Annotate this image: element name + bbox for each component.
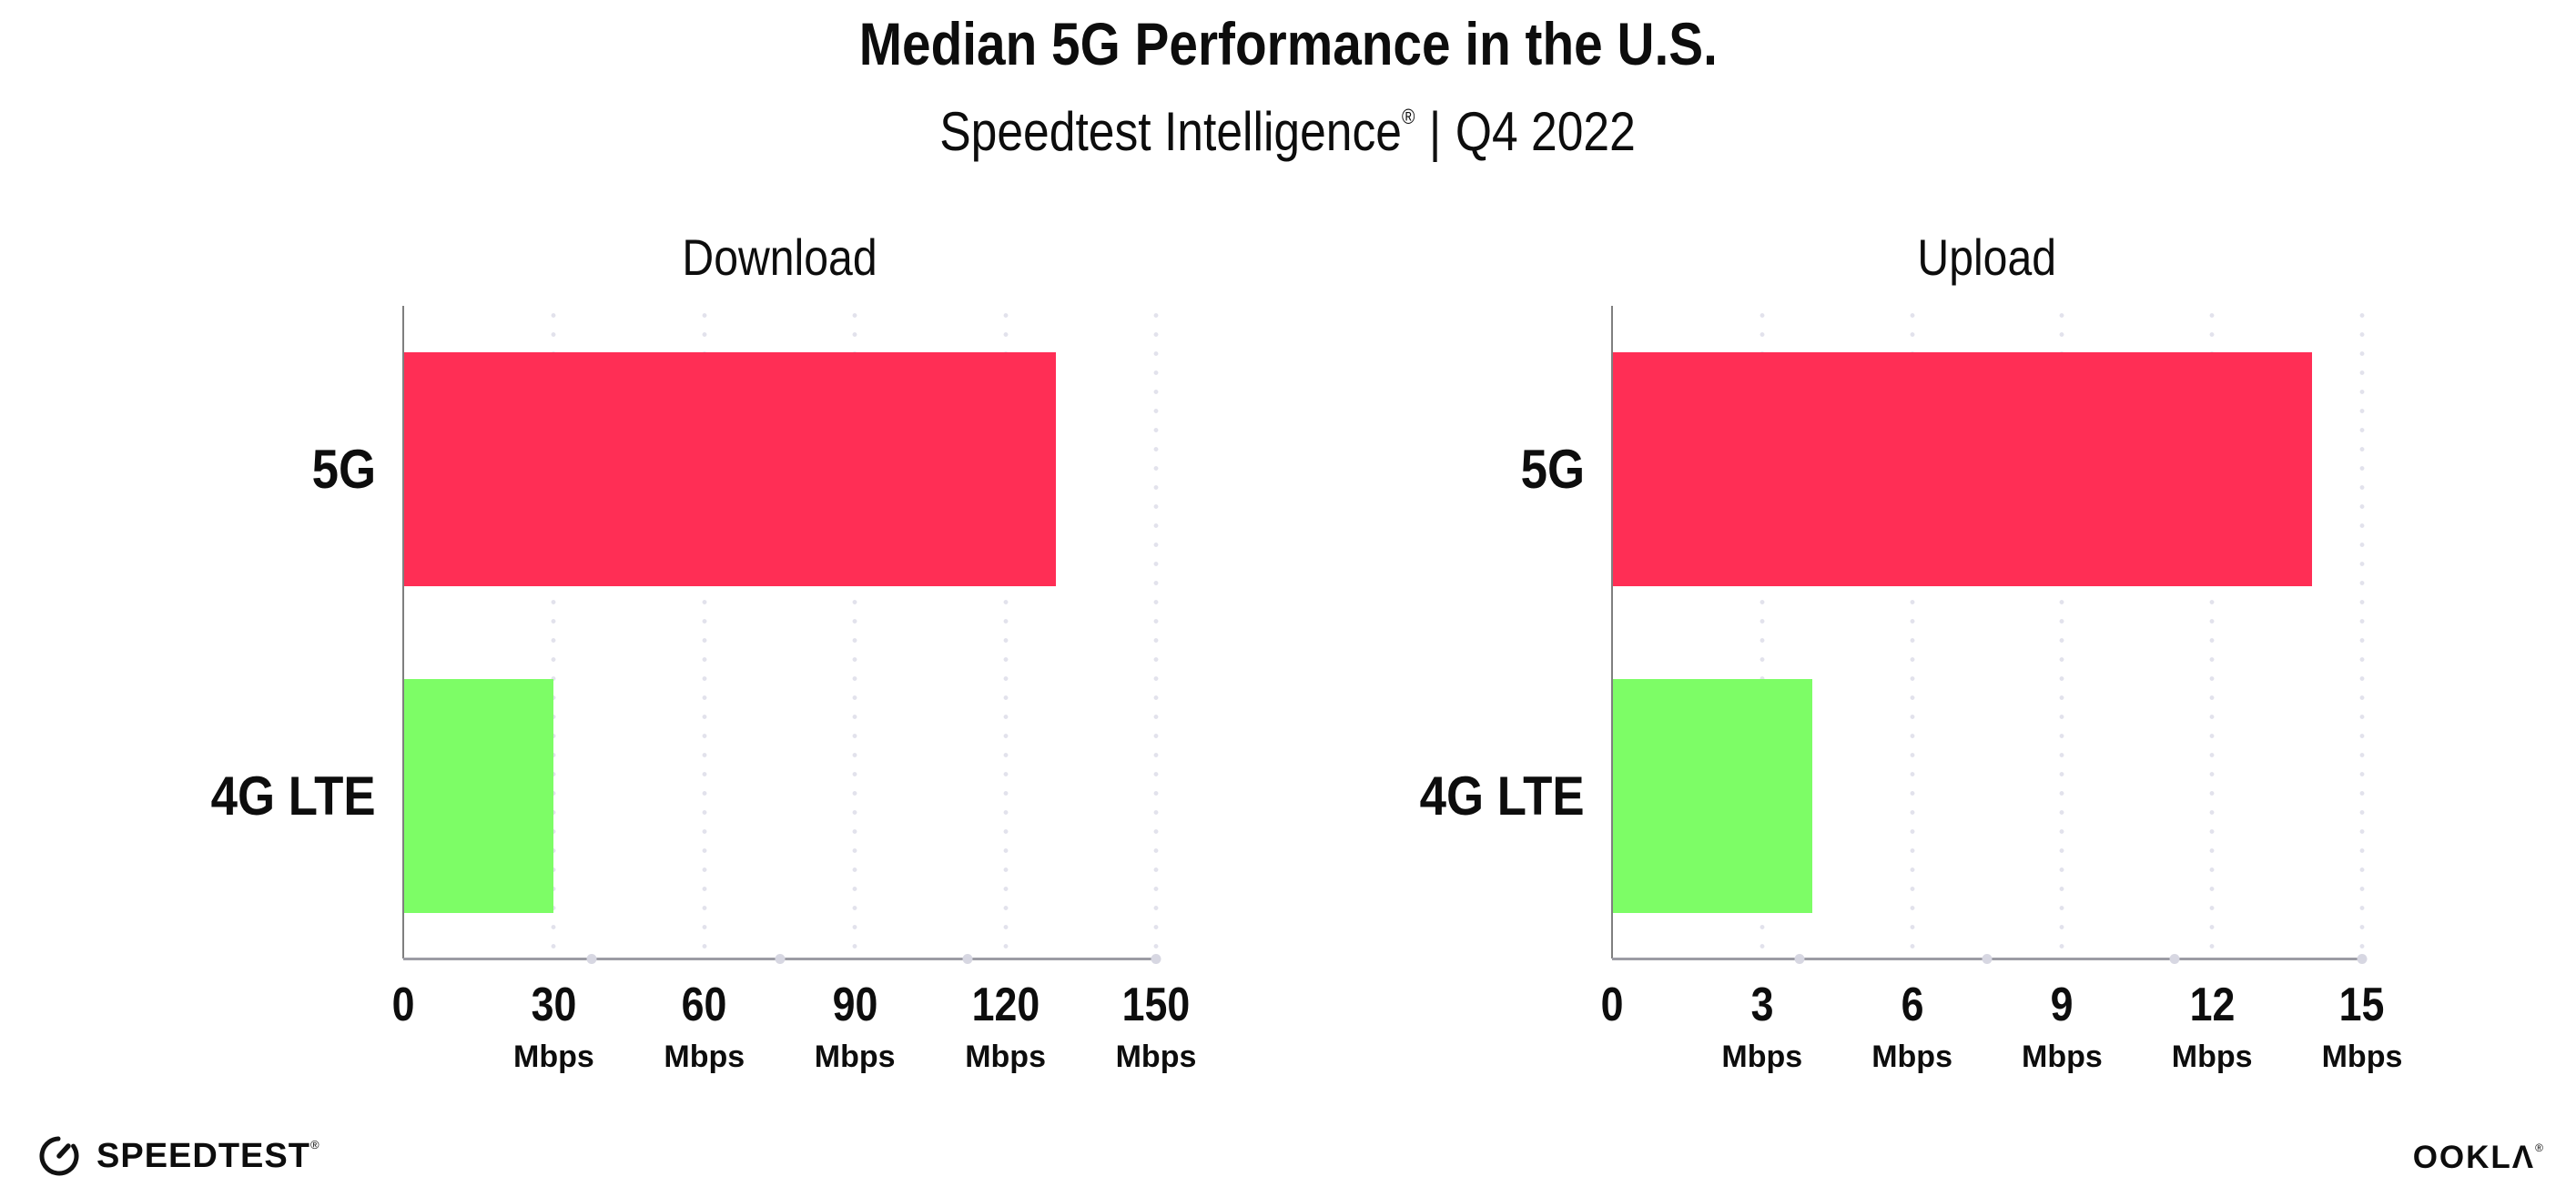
speedtest-logo: SPEEDTEST® — [36, 1133, 319, 1179]
axis-dot — [2357, 954, 2368, 964]
x-tick-value: 60 — [681, 979, 727, 1031]
speedtest-gauge-icon — [39, 1136, 79, 1176]
bar-4g-lte — [1612, 678, 1812, 914]
page-title-text: Median 5G Performance in the U.S. — [858, 10, 1718, 77]
axis-dot — [775, 954, 785, 964]
x-tick-value: 30 — [531, 979, 577, 1031]
x-tick-12: 12 Mbps — [2172, 981, 2253, 1072]
page-title: Median 5G Performance in the U.S. — [0, 11, 2576, 77]
download-chart-title: Download — [682, 228, 877, 286]
x-tick-value: 90 — [832, 979, 878, 1031]
gridline — [2059, 306, 2064, 959]
x-tick-value: 15 — [2339, 979, 2385, 1031]
x-tick-0: 0 — [1599, 981, 1626, 1072]
x-tick-unit: Mbps — [965, 1040, 1046, 1074]
speedtest-registered-mark: ® — [309, 1137, 319, 1151]
x-tick-unit: Mbps — [2171, 1040, 2253, 1074]
registered-mark: ® — [1402, 105, 1415, 129]
x-tick-value: 3 — [1750, 979, 1774, 1031]
x-tick-value: 150 — [1121, 979, 1191, 1031]
x-tick-unit: Mbps — [2022, 1040, 2103, 1074]
upload-category-labels: 5G 4G LTE — [1318, 306, 1585, 959]
ookla-registered-mark: ® — [2535, 1141, 2543, 1154]
x-tick-value: 0 — [1600, 979, 1624, 1031]
category-label-4g-lte: 4G LTE — [1420, 765, 1585, 827]
page-subtitle-text: Speedtest Intelligence® | Q4 2022 — [940, 102, 1637, 162]
x-tick-3: 3 Mbps — [1721, 981, 1802, 1072]
axis-dot — [1982, 954, 1993, 964]
x-tick-unit: Mbps — [1115, 1040, 1197, 1074]
x-tick-unit: Mbps — [664, 1040, 745, 1074]
axis-dot — [1151, 954, 1161, 964]
x-tick-60: 60 Mbps — [664, 981, 745, 1072]
upload-chart-title: Upload — [1917, 228, 2057, 286]
x-tick-150: 150 Mbps — [1116, 981, 1197, 1072]
category-label-4g-lte: 4G LTE — [211, 765, 376, 827]
x-tick-0: 0 — [390, 981, 417, 1072]
x-tick-unit: Mbps — [1721, 1040, 1803, 1074]
speedtest-wordmark: SPEEDTEST® — [96, 1137, 319, 1175]
ookla-wordmark-text: OOKLΛ — [2412, 1140, 2536, 1175]
download-category-labels: 5G 4G LTE — [109, 306, 376, 959]
x-tick-unit: Mbps — [814, 1040, 896, 1074]
category-label-5g: 5G — [1520, 438, 1585, 500]
gridline — [2359, 306, 2365, 959]
bar-4g-lte — [403, 678, 554, 914]
x-tick-value: 0 — [391, 979, 415, 1031]
bar-5g — [1612, 351, 2313, 587]
download-plot-area — [402, 306, 1161, 964]
gridline — [1003, 306, 1009, 959]
bar-5g — [403, 351, 1056, 587]
speedtest-wordmark-text: SPEEDTEST — [96, 1137, 310, 1175]
subtitle-period: Q4 2022 — [1455, 101, 1637, 162]
x-tick-15: 15 Mbps — [2322, 981, 2403, 1072]
x-tick-unit: Mbps — [513, 1040, 594, 1074]
x-tick-90: 90 Mbps — [815, 981, 896, 1072]
x-tick-unit: Mbps — [2321, 1040, 2403, 1074]
x-tick-30: 30 Mbps — [513, 981, 594, 1072]
axis-dot — [962, 954, 973, 964]
x-tick-unit — [1599, 1041, 1626, 1072]
upload-plot-area — [1611, 306, 2368, 964]
x-tick-unit: Mbps — [1871, 1040, 1952, 1074]
gridline — [1910, 306, 1915, 959]
axis-dot — [586, 954, 597, 964]
gridline — [551, 306, 556, 959]
ookla-logo: OOKLΛ® — [2413, 1141, 2543, 1173]
gridline — [852, 306, 857, 959]
gridline — [1153, 306, 1159, 959]
x-tick-value: 6 — [1901, 979, 1924, 1031]
page-subtitle: Speedtest Intelligence® | Q4 2022 — [0, 102, 2576, 162]
x-tick-value: 9 — [2050, 979, 2074, 1031]
gridline — [1760, 306, 1765, 959]
x-tick-9: 9 Mbps — [2022, 981, 2103, 1072]
axis-dot — [1794, 954, 1805, 964]
subtitle-separator: | — [1429, 101, 1442, 162]
x-tick-value: 12 — [2189, 979, 2236, 1031]
x-tick-unit — [390, 1041, 417, 1072]
gridline — [702, 306, 707, 959]
category-label-5g: 5G — [311, 438, 376, 500]
subtitle-brand: Speedtest Intelligence — [939, 101, 1403, 162]
gridline — [2209, 306, 2215, 959]
x-tick-120: 120 Mbps — [965, 981, 1046, 1072]
x-tick-value: 120 — [971, 979, 1040, 1031]
x-tick-6: 6 Mbps — [1871, 981, 1952, 1072]
axis-dot — [2169, 954, 2180, 964]
